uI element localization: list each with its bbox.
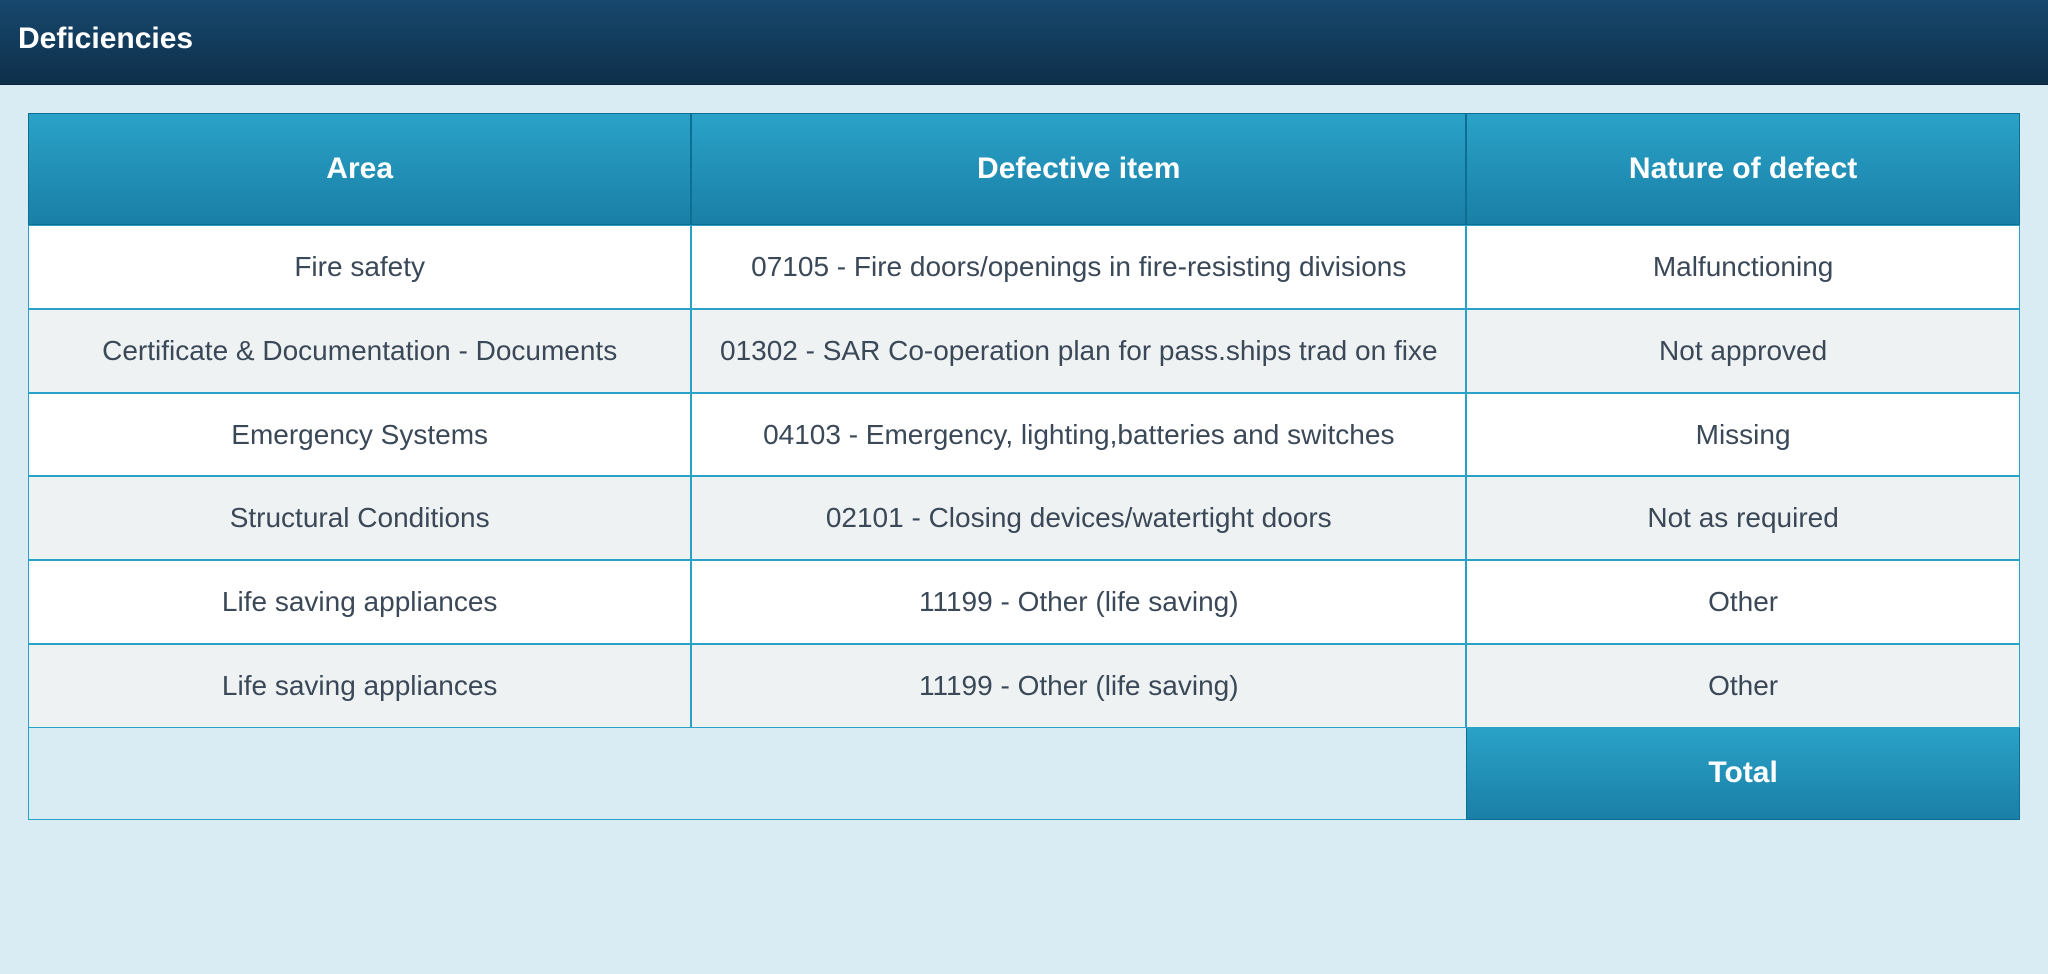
cell-area: Life saving appliances: [28, 560, 691, 644]
table-container: AreaDefective itemNature of defect Fire …: [0, 85, 2048, 820]
table-row[interactable]: Fire safety07105 - Fire doors/openings i…: [28, 225, 2020, 309]
cell-item: 02101 - Closing devices/watertight doors: [691, 476, 1466, 560]
cell-nature: Malfunctioning: [1466, 225, 2020, 309]
table-row[interactable]: Life saving appliances11199 - Other (lif…: [28, 644, 2020, 728]
cell-item: 11199 - Other (life saving): [691, 560, 1466, 644]
table-row[interactable]: Certificate & Documentation - Documents0…: [28, 309, 2020, 393]
table-body: Fire safety07105 - Fire doors/openings i…: [28, 225, 2020, 728]
cell-nature: Not as required: [1466, 476, 2020, 560]
panel-title: Deficiencies: [0, 0, 2048, 85]
cell-item: 07105 - Fire doors/openings in fire-resi…: [691, 225, 1466, 309]
cell-nature: Not approved: [1466, 309, 2020, 393]
deficiencies-table: AreaDefective itemNature of defect Fire …: [28, 113, 2020, 728]
footer-spacer: [28, 728, 1466, 820]
table-head: AreaDefective itemNature of defect: [28, 113, 2020, 225]
cell-area: Certificate & Documentation - Documents: [28, 309, 691, 393]
cell-area: Fire safety: [28, 225, 691, 309]
column-header-area[interactable]: Area: [28, 113, 691, 225]
cell-nature: Missing: [1466, 393, 2020, 477]
cell-item: 11199 - Other (life saving): [691, 644, 1466, 728]
table-row[interactable]: Life saving appliances11199 - Other (lif…: [28, 560, 2020, 644]
cell-area: Structural Conditions: [28, 476, 691, 560]
table-row[interactable]: Structural Conditions02101 - Closing dev…: [28, 476, 2020, 560]
cell-nature: Other: [1466, 644, 2020, 728]
cell-area: Life saving appliances: [28, 644, 691, 728]
table-footer-row: Total: [28, 728, 2020, 820]
cell-nature: Other: [1466, 560, 2020, 644]
cell-area: Emergency Systems: [28, 393, 691, 477]
deficiencies-panel: Deficiencies AreaDefective itemNature of…: [0, 0, 2048, 820]
column-header-item[interactable]: Defective item: [691, 113, 1466, 225]
cell-item: 04103 - Emergency, lighting,batteries an…: [691, 393, 1466, 477]
cell-item: 01302 - SAR Co-operation plan for pass.s…: [691, 309, 1466, 393]
table-header-row: AreaDefective itemNature of defect: [28, 113, 2020, 225]
total-label: Total: [1466, 728, 2020, 820]
table-row[interactable]: Emergency Systems04103 - Emergency, ligh…: [28, 393, 2020, 477]
column-header-nature[interactable]: Nature of defect: [1466, 113, 2020, 225]
